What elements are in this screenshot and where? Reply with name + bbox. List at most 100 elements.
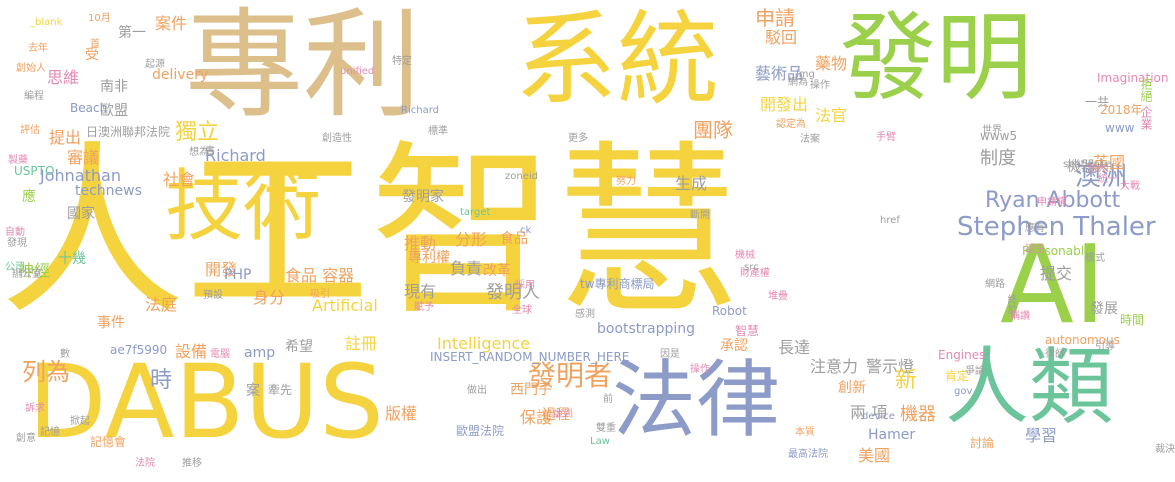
word: 裁決 — [1155, 444, 1175, 455]
word: 牽先 — [268, 383, 293, 397]
word: 開發 — [205, 260, 238, 279]
word: 全球 — [512, 305, 532, 316]
word: Engines — [938, 348, 986, 362]
word: 食品 容器 — [285, 266, 355, 285]
word: 網為 — [788, 77, 808, 88]
word: 案件 — [155, 14, 188, 33]
word: 斷開 — [690, 210, 710, 221]
word: target — [460, 207, 491, 218]
word: 操作 — [810, 80, 830, 91]
word: 十幾 — [58, 251, 86, 267]
word: zoneid — [505, 171, 538, 182]
word: 手臂 — [876, 132, 896, 143]
word: 兩 項 — [850, 403, 888, 422]
word: 受 — [85, 47, 99, 63]
word: 希望 — [285, 339, 313, 355]
word: _blank — [30, 17, 63, 28]
word: 發展 — [1090, 301, 1118, 317]
word: 法律 — [612, 351, 781, 449]
word: 前 — [603, 394, 613, 405]
word: ae7f5990 — [110, 343, 168, 357]
word: 法官 — [815, 106, 848, 125]
word: 警示燈 — [866, 357, 915, 376]
word: 新 — [895, 368, 918, 393]
word: 本質 — [795, 427, 815, 438]
word: 訴求 — [25, 403, 45, 414]
word: 談到 — [553, 409, 573, 420]
word: 因是 — [660, 349, 680, 360]
word: 系統 — [515, 1, 719, 120]
word: Reasonable — [1022, 244, 1092, 258]
word: 賦予 — [414, 302, 434, 313]
word: 企業 — [1139, 106, 1153, 130]
word: Robot — [712, 304, 747, 318]
word: Stephen Thaler — [957, 212, 1156, 242]
word: 機器 — [900, 404, 936, 425]
word: 編程 — [24, 91, 44, 102]
word: 生成 — [675, 174, 708, 193]
word: 創造性 — [322, 133, 352, 144]
word: 掀起 — [70, 416, 90, 427]
word: 西門子 — [510, 382, 552, 398]
word: 過程 — [542, 407, 570, 423]
word: 網路 — [985, 279, 1005, 290]
word: 特定 — [392, 56, 412, 67]
word: 設備 — [175, 342, 208, 361]
word: 藥物 — [815, 54, 848, 73]
word: 預設 — [203, 290, 223, 301]
word: 大戰 — [1120, 181, 1140, 192]
word: amp — [244, 345, 276, 361]
word: 數 — [60, 349, 70, 360]
word: 列為 — [22, 358, 70, 386]
word: 創意 — [16, 433, 36, 444]
word: 南非 — [100, 79, 128, 95]
word: 拒絕 — [1139, 78, 1153, 102]
word: device — [862, 411, 895, 422]
word: 英國 — [1093, 153, 1126, 172]
word: 書 — [205, 146, 215, 157]
word: INSERT_RANDOM_NUMBER_HERE — [430, 350, 630, 364]
word: 世界 — [982, 125, 1002, 136]
word: 記憶會 — [90, 435, 127, 449]
word: 努力 — [616, 176, 636, 187]
word: 歐盟法院 — [456, 424, 505, 438]
word: 標準 — [428, 126, 448, 137]
word: 創始人 — [16, 63, 46, 74]
word: technews — [75, 183, 142, 199]
word: 辦公室 — [12, 269, 42, 280]
word: Hamer — [868, 427, 916, 443]
word: Beach — [70, 101, 108, 115]
word: DABUS — [28, 343, 384, 462]
word: 製藥 — [8, 155, 28, 166]
word: 申請權 — [1037, 197, 1067, 208]
word: 智慧 — [735, 324, 760, 338]
word: 評估 — [20, 125, 40, 136]
word: 事件 — [97, 315, 125, 331]
word: Law — [590, 436, 610, 447]
word: 審議 — [67, 148, 100, 167]
word: 討論 — [970, 436, 995, 450]
word: 發明 — [840, 2, 1032, 114]
word: PHP — [224, 267, 252, 283]
word: 發明人 — [486, 282, 540, 303]
word: 食品 — [500, 231, 528, 247]
word: 註冊 — [345, 334, 378, 353]
word: 律師 — [1045, 349, 1065, 360]
word: 機器人 — [1067, 159, 1109, 175]
word: 誕生 — [1025, 244, 1045, 255]
word: 學習 — [1025, 426, 1058, 445]
word: 開發出 — [760, 95, 809, 114]
word: 引導 — [1095, 341, 1115, 352]
word: 操作 — [690, 364, 710, 375]
word: 發現 — [7, 238, 27, 249]
word: gov — [954, 386, 973, 397]
word: Imagination — [1097, 71, 1169, 85]
word: 推移 — [182, 458, 202, 469]
word: 首 — [90, 39, 100, 50]
word: 發明家 — [402, 189, 444, 205]
word: 人工智慧 — [0, 124, 740, 340]
word: Johnathan — [40, 166, 121, 185]
word: 最高法院 — [788, 449, 828, 460]
word: 法案 — [800, 134, 820, 145]
word: 日澳洲聯邦法院 — [86, 125, 171, 139]
